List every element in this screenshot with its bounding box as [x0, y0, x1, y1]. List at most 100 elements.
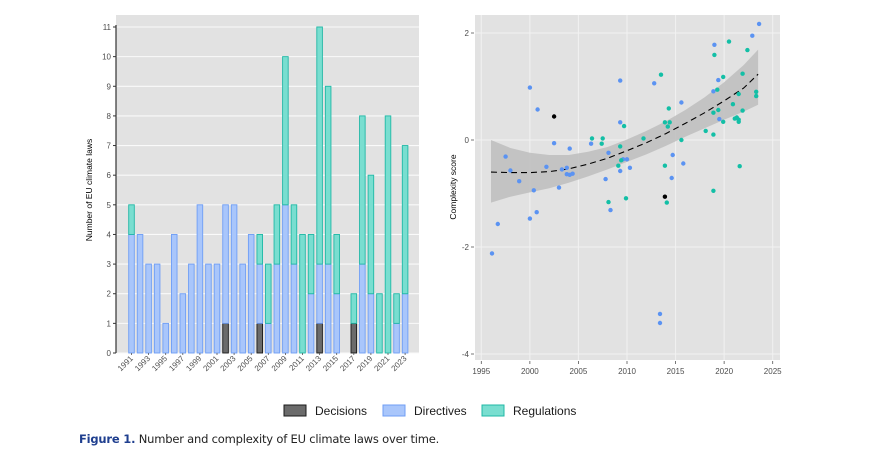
y-tick-label: -4	[462, 350, 470, 359]
bar-chart-y-axis: 0 1 2 3 4 5 6 7 8 9 10 11	[102, 23, 117, 358]
bar-decisions-2017	[350, 322, 358, 354]
point-regulations	[716, 107, 721, 113]
legend-item-decisions: Decisions	[283, 404, 367, 418]
point-regulations	[666, 106, 671, 111]
bar-chart-bars	[128, 26, 409, 354]
point-regulations	[711, 110, 716, 115]
point-directives	[618, 168, 623, 174]
point-directives	[544, 164, 549, 169]
point-regulations	[737, 164, 742, 169]
point-directives	[531, 188, 536, 193]
point-directives	[489, 251, 495, 256]
bar-directives-2009	[282, 204, 289, 354]
bar-directives-2001	[213, 263, 221, 354]
point-directives	[670, 152, 675, 158]
point-directives	[559, 167, 565, 172]
bar-directives-2006	[256, 263, 264, 324]
x-tick-label: 2020	[715, 367, 733, 376]
bar-directives-1994	[153, 263, 161, 354]
point-decisions	[551, 114, 557, 119]
x-tick-label: 2005	[570, 367, 588, 376]
point-directives	[618, 78, 623, 83]
bar-directives-2012	[307, 293, 315, 354]
y-tick-label: 0	[107, 349, 112, 358]
trend-line	[490, 73, 759, 174]
scatter-plot-x-axis: 1995 2000 2005 2010 2015 2020 2025	[472, 361, 782, 376]
y-tick-label: 3	[107, 260, 112, 269]
point-directives	[657, 320, 663, 326]
point-decisions	[662, 194, 668, 199]
bar-directives-2010	[290, 263, 298, 354]
point-regulations	[599, 141, 604, 146]
point-directives	[712, 42, 717, 47]
point-regulations	[667, 120, 672, 125]
figure-number: Figure 1.	[79, 432, 136, 446]
point-regulations	[715, 87, 720, 92]
bar-directives-2023	[401, 293, 409, 354]
x-tick-label: 2015	[321, 354, 340, 373]
bar-directives-1993	[145, 263, 152, 354]
point-directives	[717, 116, 722, 122]
legend: Decisions Directives Regulations	[283, 404, 576, 418]
point-regulations	[736, 91, 741, 97]
point-regulations	[618, 144, 623, 149]
bar-regulations-2009	[282, 56, 289, 206]
bar-directives-2019	[367, 293, 375, 354]
x-tick-label: 2021	[372, 354, 391, 373]
point-directives	[652, 81, 657, 86]
point-regulations	[736, 119, 741, 125]
point-regulations	[679, 137, 684, 143]
y-tick-label: 7	[107, 142, 112, 151]
point-regulations	[658, 72, 664, 77]
x-tick-label: 2015	[667, 367, 685, 376]
x-tick-label: 2025	[764, 367, 782, 376]
point-directives	[750, 33, 755, 38]
point-directives	[564, 165, 569, 170]
point-directives	[711, 89, 716, 94]
point-directives	[527, 85, 533, 90]
point-regulations	[721, 74, 726, 80]
point-regulations	[711, 132, 716, 137]
legend-label-decisions: Decisions	[315, 404, 367, 418]
bar-directives-2008	[273, 263, 281, 354]
point-directives	[556, 185, 562, 190]
x-tick-label: 2005	[236, 354, 255, 373]
point-directives	[588, 141, 594, 146]
bar-regulations-2018	[359, 115, 366, 265]
figure-caption: Figure 1. Number and complexity of EU cl…	[79, 432, 439, 446]
y-tick-label: 9	[107, 82, 112, 91]
point-directives	[534, 210, 539, 215]
x-tick-label: 1995	[472, 367, 490, 376]
bar-regulations-1991	[128, 204, 135, 235]
legend-label-regulations: Regulations	[513, 404, 576, 418]
x-tick-label: 2010	[618, 367, 636, 376]
point-directives	[603, 176, 608, 182]
bar-directives-2000	[205, 263, 212, 354]
legend-item-directives: Directives	[382, 404, 467, 418]
point-regulations	[589, 136, 595, 141]
point-directives	[669, 175, 674, 181]
point-regulations	[616, 163, 621, 168]
point-regulations	[754, 89, 759, 95]
point-regulations	[711, 188, 716, 193]
point-regulations	[619, 158, 624, 163]
point-regulations	[662, 163, 668, 168]
y-tick-label: -2	[462, 243, 470, 252]
bar-directives-2015	[333, 293, 340, 354]
bar-directives-2014	[324, 263, 332, 354]
legend-item-regulations: Regulations	[481, 404, 576, 418]
bar-regulations-2010	[290, 204, 298, 265]
bar-directives-1999	[196, 204, 204, 354]
point-regulations	[662, 120, 668, 125]
point-regulations	[721, 119, 726, 125]
x-tick-label: 2000	[521, 367, 539, 376]
point-regulations	[665, 124, 670, 129]
x-tick-label: 1993	[133, 354, 152, 373]
x-tick-label: 2011	[287, 354, 306, 373]
point-directives	[517, 179, 522, 184]
bar-regulations-2013	[316, 26, 323, 265]
bar-directives-2004	[239, 263, 246, 354]
bar-directives-1996	[170, 234, 178, 354]
point-directives	[551, 141, 557, 146]
bar-directives-1995	[162, 322, 169, 354]
